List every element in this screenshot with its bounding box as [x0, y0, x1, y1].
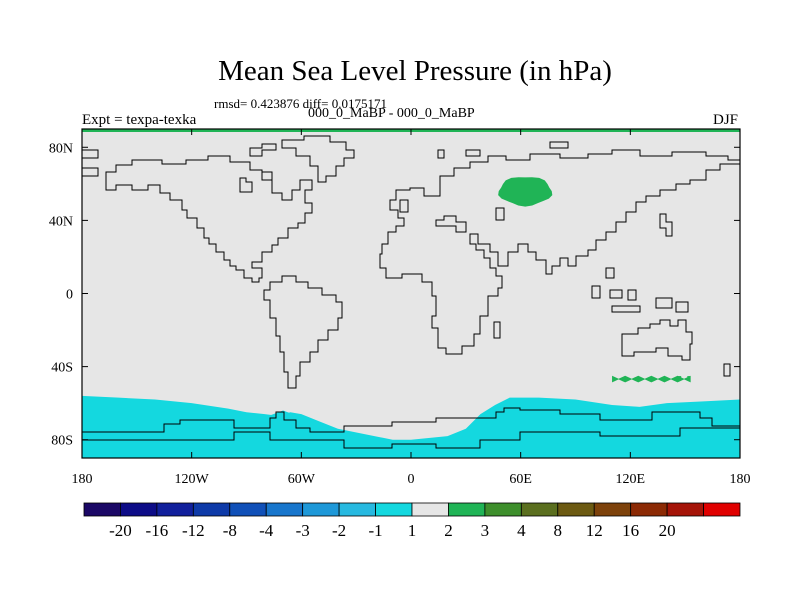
stats-text: rmsd= 0.423876 diff= 0.0175171: [214, 96, 387, 111]
colorbar-label: 8: [554, 521, 563, 540]
coastline-arctic-eurasia: [437, 141, 569, 159]
season-label: DJF: [713, 112, 739, 128]
coastline-greenland: [281, 135, 355, 183]
coastline-north-america: [105, 155, 313, 283]
region-central-asia-high: [498, 177, 553, 207]
chart-title: Mean Sea Level Pressure (in hPa): [218, 55, 612, 87]
colorbar-box: [448, 502, 486, 517]
colorbar-box: [156, 502, 194, 517]
colorbar-box: [229, 502, 267, 517]
coastline-japan: [659, 213, 673, 237]
colorbar-box: [630, 502, 668, 517]
colorbar-box: [83, 502, 121, 517]
colorbar-label: 20: [659, 521, 676, 540]
coastline-antarctica: [82, 407, 740, 433]
region-southern-ocean-band-south-of-australia: [612, 375, 691, 383]
y-tick-label: 80N: [49, 141, 73, 156]
colorbar-box: [120, 502, 158, 517]
colorbar-label: 12: [586, 521, 603, 540]
colorbar-label: -8: [223, 521, 237, 540]
chart-subtitle: 000_0_MaBP - 000_0_MaBP: [308, 106, 475, 121]
coastlines: [82, 135, 740, 449]
y-tick-label: 40N: [49, 214, 73, 229]
colorbar-label: -4: [259, 521, 274, 540]
x-tick-label: 0: [408, 472, 415, 487]
colorbar-box: [520, 502, 559, 517]
colorbar-box: [411, 502, 449, 517]
colorbar-label: -3: [296, 521, 310, 540]
colorbar-box: [484, 502, 522, 517]
coastline-britain: [399, 199, 409, 213]
colorbar-box: [666, 502, 704, 517]
colorbar-box: [557, 502, 595, 517]
coastline-indonesia: [591, 267, 689, 313]
colorbar-box: [703, 502, 741, 517]
colorbar-box: [338, 502, 376, 517]
x-tick-label: 120W: [175, 472, 210, 487]
colorbar-box: [265, 502, 304, 517]
colorbar-label: -16: [146, 521, 169, 540]
region-antarctic-and-southern-ocean: [82, 395, 740, 458]
colorbar-label: -1: [368, 521, 382, 540]
colorbar-label: -12: [182, 521, 205, 540]
coastline-antarctic-shelf: [82, 427, 740, 449]
colorbar-box: [192, 502, 231, 517]
colorbar-label: 1: [408, 521, 417, 540]
colorbar-label: 4: [517, 521, 526, 540]
y-tick-label: 40S: [51, 361, 73, 376]
y-tick-label: 0: [66, 288, 73, 303]
colorbar-box: [302, 502, 340, 517]
coastline-new-zealand: [723, 363, 731, 377]
colorbar-box: [375, 502, 413, 517]
coastline-madagascar: [493, 321, 501, 339]
coastline-arctic-islands: [82, 143, 277, 193]
region-green-dot: [687, 376, 691, 380]
colorbar-label: -20: [109, 521, 132, 540]
colorbar-box: [593, 502, 632, 517]
x-tick-label: 180: [72, 472, 93, 487]
coastline-inland-seas: [435, 207, 505, 233]
x-tick-label: 60W: [288, 472, 316, 487]
colorbar-label: 16: [622, 521, 639, 540]
coastline-south-america: [263, 275, 343, 389]
colorbar-label: 3: [481, 521, 490, 540]
y-tick-label: 80S: [51, 434, 73, 449]
x-tick-label: 120E: [616, 472, 646, 487]
experiment-label: Expt = texpa-texka: [82, 112, 197, 128]
x-tick-label: 180: [730, 472, 751, 487]
colorbar-label: -2: [332, 521, 346, 540]
colorbar-label: 2: [444, 521, 453, 540]
coastline-australia: [621, 319, 693, 361]
x-tick-label: 60E: [509, 472, 532, 487]
coastline-eurasia-africa: [379, 149, 740, 355]
region-green-dot: [678, 376, 682, 380]
